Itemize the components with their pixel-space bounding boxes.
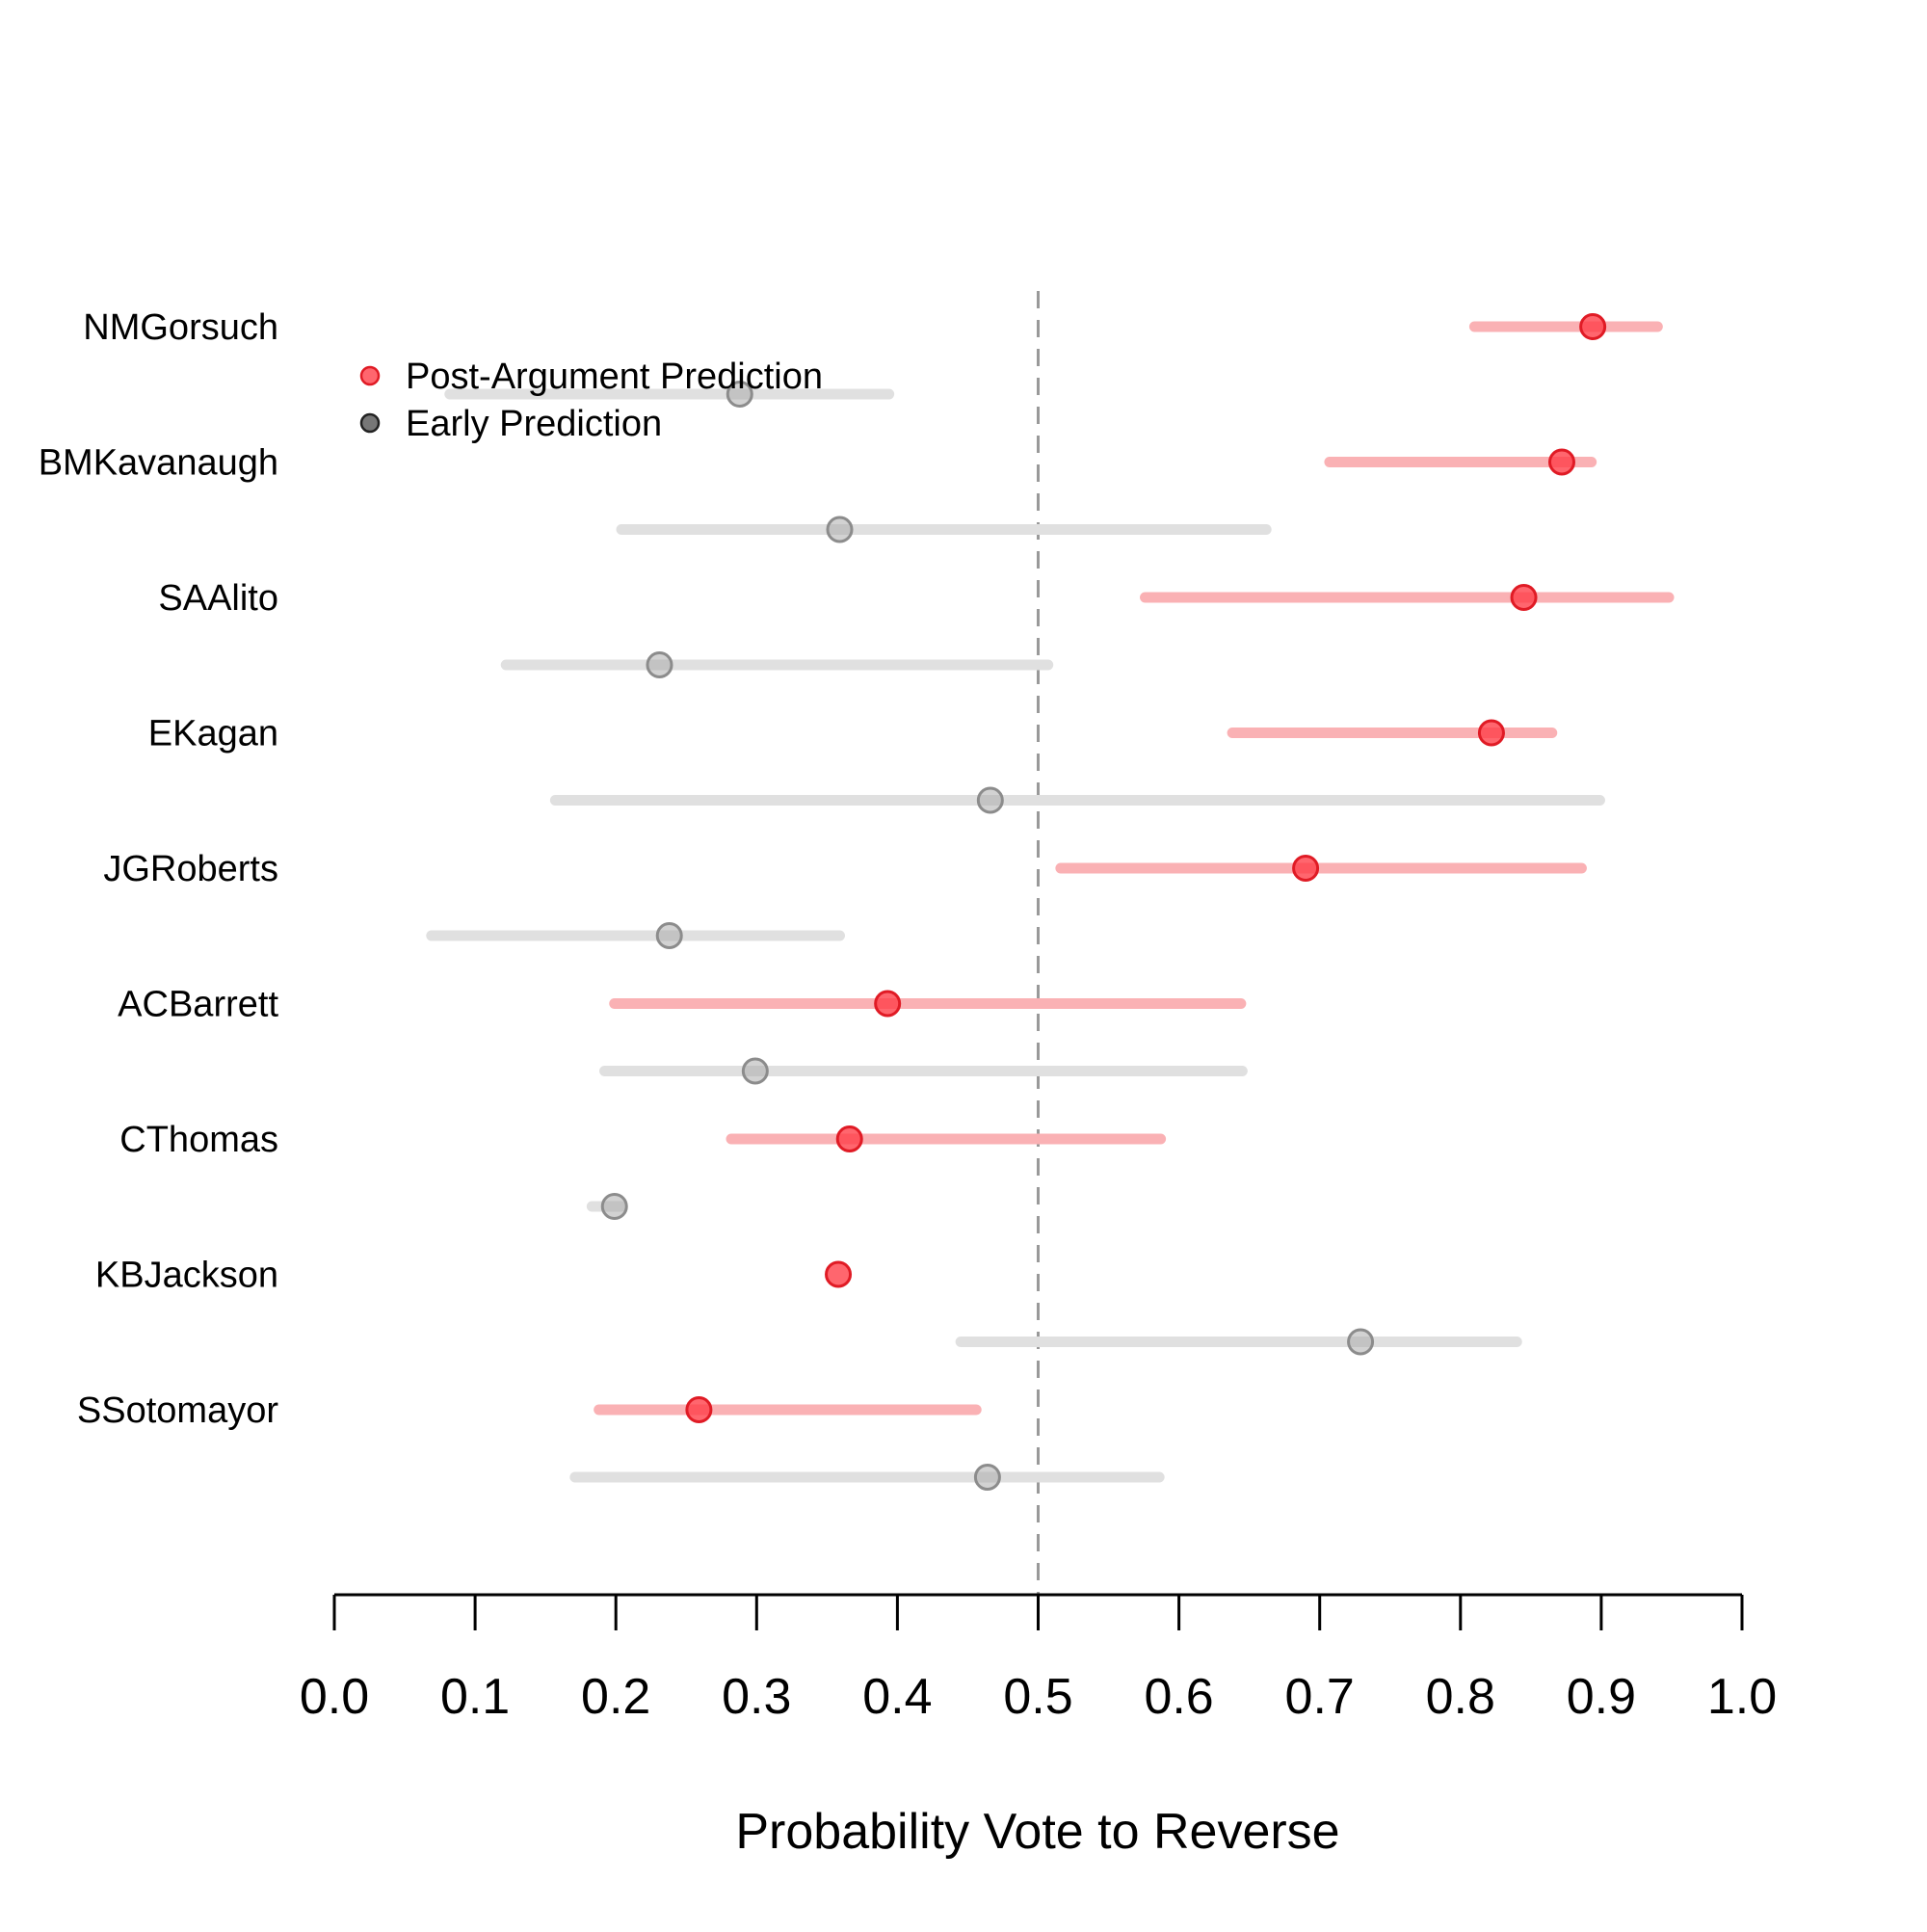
x-axis-title: Probability Vote to Reverse <box>735 1804 1339 1860</box>
justice-label-ACBarrett: ACBarrett <box>118 985 278 1025</box>
early-point-EKagan <box>976 786 1004 814</box>
justice-label-CThomas: CThomas <box>119 1120 278 1160</box>
justice-label-KBJackson: KBJackson <box>95 1256 278 1296</box>
x-tick-label-0.3: 0.3 <box>722 1669 791 1725</box>
legend-early-marker <box>359 412 381 434</box>
x-tick-label-0.9: 0.9 <box>1567 1669 1636 1725</box>
post-point-BMKavanaugh <box>1547 448 1575 476</box>
x-tick-label-0.2: 0.2 <box>581 1669 650 1725</box>
justice-label-NMGorsuch: NMGorsuch <box>83 307 278 348</box>
early-point-KBJackson <box>1347 1328 1375 1356</box>
x-tick-label-0.1: 0.1 <box>440 1669 510 1725</box>
legend-post-argument-label: Post-Argument Prediction <box>406 357 823 397</box>
x-axis: 0.0 0.1 0.2 0.3 0.4 0.5 0.6 0.7 0.8 0.9 1.0 <box>300 1593 1777 1725</box>
legend-early-label: Early Prediction <box>406 404 662 444</box>
early-point-SSotomayor <box>973 1464 1001 1491</box>
justice-label-EKagan: EKagan <box>148 714 278 754</box>
point-layer <box>600 313 1607 1491</box>
interval-layer <box>426 321 1675 1483</box>
x-tick-label-0.7: 0.7 <box>1285 1669 1355 1725</box>
justice-label-SSotomayor: SSotomayor <box>77 1390 278 1431</box>
post-point-CThomas <box>835 1125 863 1152</box>
x-tick-label-1.0: 1.0 <box>1707 1669 1777 1725</box>
x-tick-label-0.6: 0.6 <box>1144 1669 1213 1725</box>
early-point-JGRoberts <box>655 922 683 949</box>
x-tick-label-0.0: 0.0 <box>300 1669 369 1725</box>
x-tick-label-0.8: 0.8 <box>1426 1669 1495 1725</box>
justice-labels: NMGorsuch BMKavanaugh SAAlito EKagan JGRober… <box>39 307 279 1431</box>
post-point-KBJackson <box>825 1260 853 1288</box>
post-point-EKagan <box>1477 719 1505 747</box>
post-point-JGRoberts <box>1292 855 1320 882</box>
justice-label-JGRoberts: JGRoberts <box>103 849 278 889</box>
post-point-NMGorsuch <box>1579 313 1607 340</box>
x-tick-label-0.5: 0.5 <box>1003 1669 1072 1725</box>
justice-label-SAAlito: SAAlito <box>158 578 278 619</box>
early-point-BMKavanaugh <box>826 516 854 543</box>
post-point-SSotomayor <box>685 1396 713 1423</box>
post-point-SAAlito <box>1510 584 1538 611</box>
legend: Post-Argument Prediction Early Prediction <box>359 357 823 444</box>
x-tick-label-0.4: 0.4 <box>862 1669 932 1725</box>
justice-label-BMKavanaugh: BMKavanaugh <box>39 443 278 484</box>
legend-post-argument-marker <box>359 365 381 386</box>
early-point-SAAlito <box>646 651 673 678</box>
post-point-ACBarrett <box>874 990 902 1018</box>
early-point-NMGorsuch <box>726 381 753 408</box>
early-point-CThomas <box>600 1193 628 1220</box>
early-point-ACBarrett <box>741 1057 769 1085</box>
